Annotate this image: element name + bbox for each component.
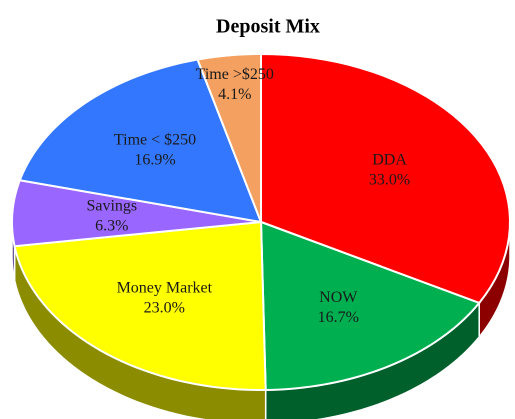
slice [18, 58, 263, 224]
slice-value-label: 23.0% [144, 300, 185, 317]
slice-value-label: 6.3% [95, 217, 128, 234]
pie-top [11, 52, 511, 391]
slice-labels: DDA 33.0% NOW 16.7% Money Market 23.0% Savings… [86, 66, 410, 326]
slice-label: Time < $250 [114, 132, 196, 149]
slice [260, 52, 511, 305]
slice-label: Money Market [117, 280, 213, 297]
slice [196, 53, 262, 223]
slice-label: NOW [319, 289, 358, 306]
slice [259, 220, 481, 391]
slice-label: Savings [86, 197, 137, 214]
slice-value-label: 16.9% [134, 152, 175, 169]
slice [13, 220, 267, 391]
slice [11, 179, 262, 248]
chart-title: Deposit Mix [216, 16, 320, 38]
slice-value-label: 16.7% [318, 309, 359, 326]
slice-label: DDA [372, 151, 407, 168]
slice-value-label: 4.1% [218, 86, 251, 103]
slice-label: Time >$250 [196, 66, 274, 83]
slice-value-label: 33.0% [369, 171, 410, 188]
